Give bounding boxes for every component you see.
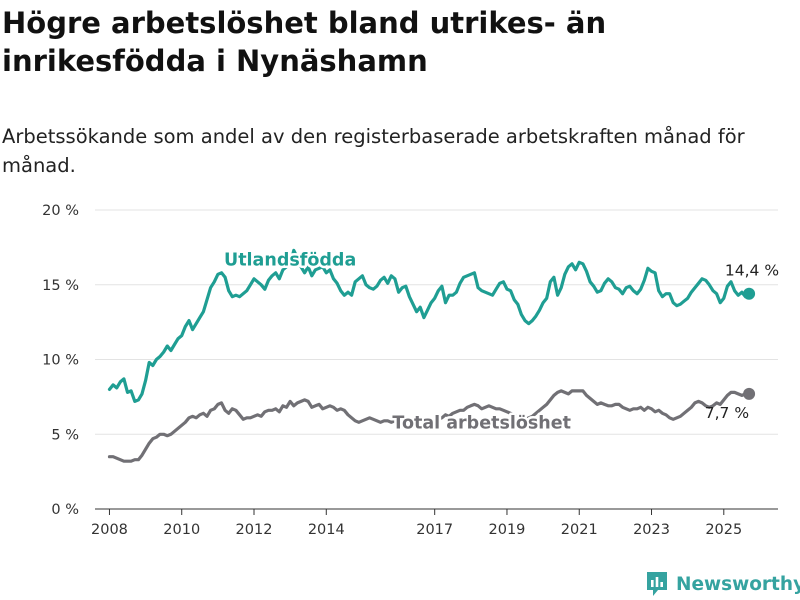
y-tick-label: 10 % xyxy=(42,353,79,369)
newsworthy-logo: Newsworthy xyxy=(645,570,800,598)
y-tick-label: 15 % xyxy=(42,278,79,294)
x-tick-label: 2010 xyxy=(163,522,200,538)
series-line-foreign xyxy=(107,248,751,403)
y-tick-label: 5 % xyxy=(51,427,79,443)
x-tick-label: 2012 xyxy=(236,522,273,538)
end-point-total xyxy=(743,387,756,400)
x-tick-label: 2025 xyxy=(705,522,742,538)
gridlines xyxy=(95,209,778,510)
newsworthy-logo-icon xyxy=(647,572,667,596)
series-line-total xyxy=(107,389,751,463)
y-tick-label: 0 % xyxy=(51,502,79,518)
x-tick-label: 2017 xyxy=(416,522,453,538)
end-point-foreign xyxy=(743,287,756,300)
brand-name: Newsworthy xyxy=(676,573,800,595)
end-value-label-foreign: 14,4 % xyxy=(725,262,779,280)
series-label-foreign: Utlandsfödda xyxy=(224,250,356,270)
chart-subtitle: Arbetssökande som andel av den registerb… xyxy=(2,125,745,177)
x-axis-ticks: 2008 2010 2012 2014 2017 2019 2021 2023 2025 xyxy=(91,509,742,538)
series-label-total: Total arbetslöshet xyxy=(392,413,571,433)
x-tick-label: 2021 xyxy=(561,522,598,538)
x-tick-label: 2019 xyxy=(489,522,526,538)
series-labels: 14,4 % Utlandsfödda 7,7 % Total arbetslöshe… xyxy=(221,248,779,436)
x-tick-label: 2008 xyxy=(91,522,128,538)
x-tick-label: 2014 xyxy=(308,522,345,538)
x-tick-label: 2023 xyxy=(633,522,670,538)
chart-title: Högre arbetslöshet bland utrikes- än inr… xyxy=(2,6,607,78)
end-value-label-total: 7,7 % xyxy=(705,404,749,422)
y-tick-label: 20 % xyxy=(42,203,79,219)
y-axis-ticks: 0 % 5 % 10 % 15 % 20 % xyxy=(42,203,79,518)
series-lines xyxy=(107,248,756,463)
